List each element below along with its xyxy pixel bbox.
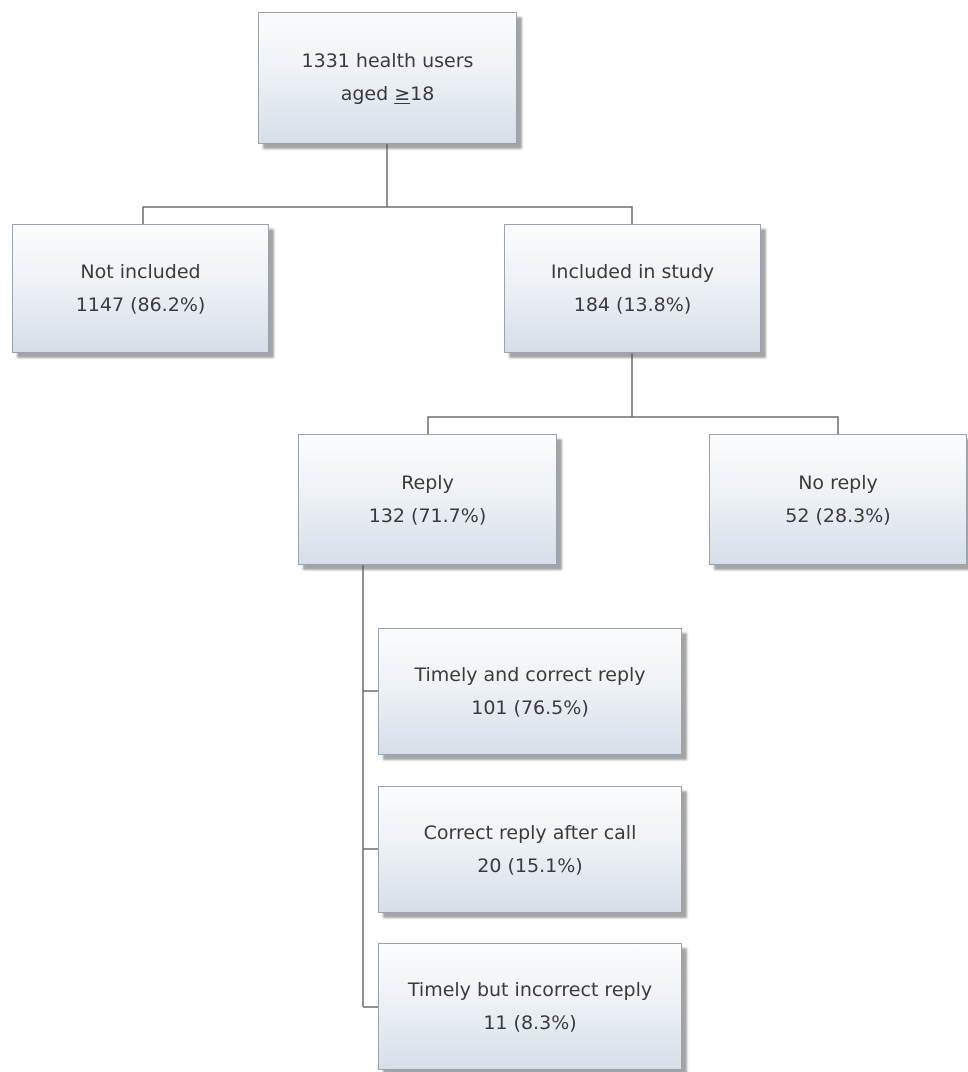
connector-level1-bracket [142,206,633,224]
node-no-reply: No reply 52 (28.3%) [709,434,967,565]
node-correct-reply-after-call: Correct reply after call 20 (15.1%) [378,786,682,913]
node-included-label: Included in study [550,260,715,283]
node-timely-correct-reply: Timely and correct reply 101 (76.5%) [378,628,682,755]
node-no-reply-label: No reply [798,471,878,494]
node-timely-correct-value: 101 (76.5%) [471,696,589,719]
node-timely-correct-label: Timely and correct reply [414,663,646,686]
node-timely-incorrect-reply: Timely but incorrect reply 11 (8.3%) [378,943,682,1070]
node-not-included: Not included 1147 (86.2%) [12,224,269,353]
node-timely-incorrect-label: Timely but incorrect reply [407,978,653,1001]
node-health-users: 1331 health users aged ≥18 [258,12,517,144]
node-after-call-label: Correct reply after call [423,821,637,844]
node-timely-incorrect-value: 11 (8.3%) [483,1011,577,1034]
node-included-in-study: Included in study 184 (13.8%) [504,224,761,353]
node-health-users-age: aged ≥18 [340,83,435,105]
connector-level2-bracket [427,416,839,434]
node-included-value: 184 (13.8%) [573,293,692,316]
node-reply: Reply 132 (71.7%) [298,434,557,565]
node-health-users-count: 1331 health users [301,50,474,72]
node-reply-label: Reply [401,471,454,494]
node-after-call-value: 20 (15.1%) [477,854,583,877]
node-not-included-value: 1147 (86.2%) [75,293,206,316]
node-reply-value: 132 (71.7%) [368,504,487,527]
node-no-reply-value: 52 (28.3%) [785,504,891,527]
node-not-included-label: Not included [80,260,201,283]
